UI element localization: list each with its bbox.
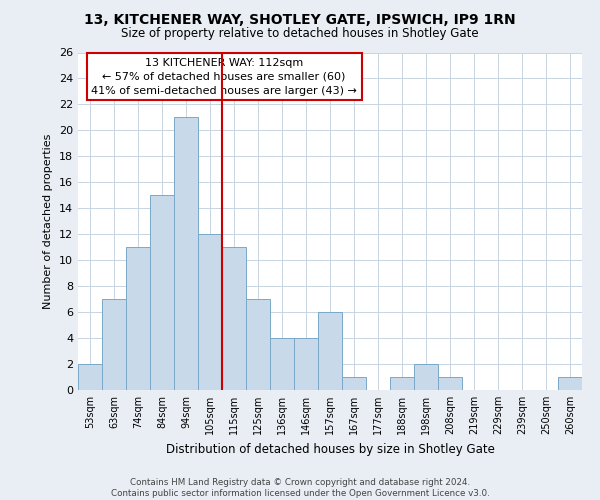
Bar (558, 377, 582, 390)
Bar (270, 338, 294, 390)
Text: Size of property relative to detached houses in Shotley Gate: Size of property relative to detached ho… (121, 28, 479, 40)
Bar (294, 338, 318, 390)
Text: Contains HM Land Registry data © Crown copyright and database right 2024.
Contai: Contains HM Land Registry data © Crown c… (110, 478, 490, 498)
Bar (222, 247, 246, 390)
Bar (174, 118, 198, 390)
Bar (150, 196, 174, 390)
Bar (390, 377, 414, 390)
Bar (78, 364, 102, 390)
Y-axis label: Number of detached properties: Number of detached properties (43, 134, 53, 309)
Bar (198, 234, 222, 390)
X-axis label: Distribution of detached houses by size in Shotley Gate: Distribution of detached houses by size … (166, 442, 494, 456)
Bar (126, 247, 150, 390)
Bar (246, 299, 270, 390)
Bar (318, 312, 342, 390)
Bar (414, 364, 438, 390)
Bar (102, 299, 126, 390)
Text: 13, KITCHENER WAY, SHOTLEY GATE, IPSWICH, IP9 1RN: 13, KITCHENER WAY, SHOTLEY GATE, IPSWICH… (84, 12, 516, 26)
Bar (438, 377, 462, 390)
Bar (342, 377, 366, 390)
Text: 13 KITCHENER WAY: 112sqm
← 57% of detached houses are smaller (60)
41% of semi-d: 13 KITCHENER WAY: 112sqm ← 57% of detach… (91, 58, 357, 96)
